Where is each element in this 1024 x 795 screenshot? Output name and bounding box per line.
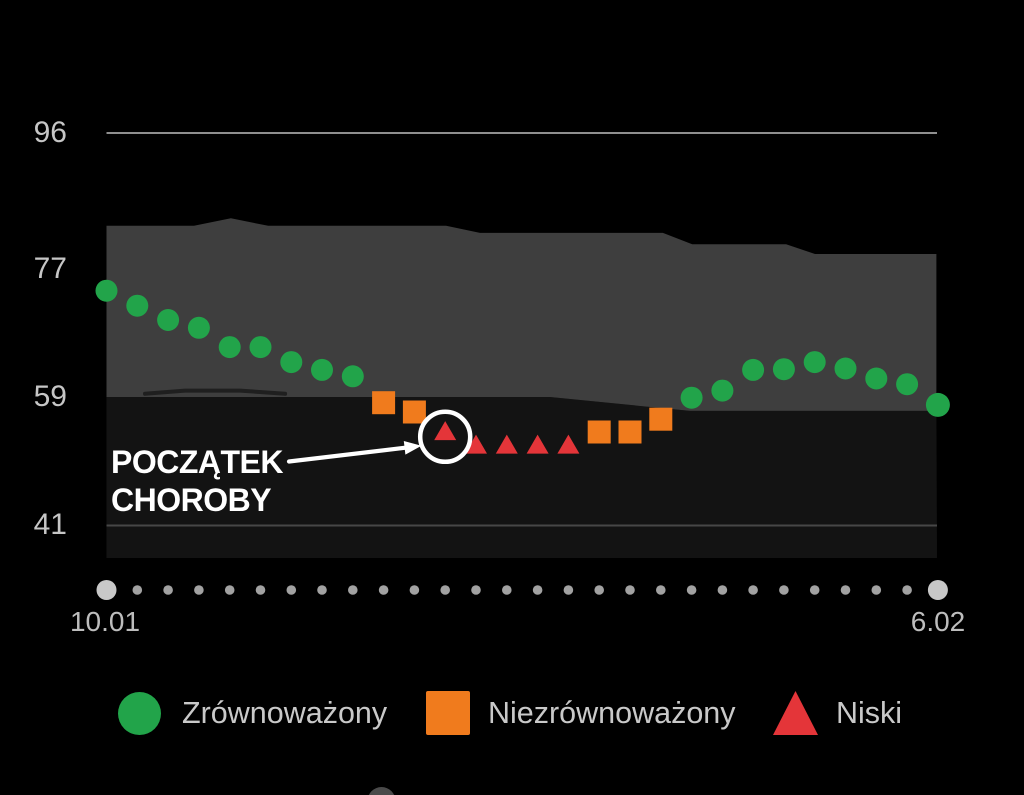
marker-low-day15 <box>557 434 580 454</box>
marker-balanced-day26 <box>896 373 919 396</box>
marker-balanced-day21 <box>742 358 765 381</box>
plot-area-below-band <box>106 397 937 558</box>
y-tick-label-77: 77 <box>33 251 67 285</box>
marker-balanced-day8 <box>341 365 364 388</box>
annotation-arrowhead <box>403 441 422 455</box>
bottom-sheet-handle-arc <box>368 787 395 795</box>
x-axis-dot-8 <box>348 585 358 595</box>
x-axis-dot-7 <box>317 585 327 595</box>
x-axis-dot-24 <box>840 585 851 595</box>
marker-balanced-day27 <box>925 392 950 417</box>
x-axis-dot-12 <box>471 585 481 595</box>
marker-balanced-day0 <box>95 279 118 302</box>
marker-unbalanced-day18 <box>649 407 673 431</box>
annotation-line2: CHOROBY <box>111 481 272 518</box>
marker-balanced-day19 <box>680 386 703 409</box>
x-axis-dot-26 <box>902 585 912 595</box>
x-axis-dot-13 <box>502 585 512 595</box>
x-axis-dot-11 <box>440 585 451 595</box>
marker-unbalanced-day10 <box>402 400 426 424</box>
marker-balanced-day23 <box>803 351 826 374</box>
marker-balanced-day3 <box>187 316 210 339</box>
x-axis-dot-4 <box>224 585 235 595</box>
x-axis-dot-10 <box>409 585 420 595</box>
annotation-arrow-line <box>286 445 411 464</box>
x-axis-dot-14 <box>532 585 543 595</box>
marker-balanced-day1 <box>126 294 149 317</box>
x-axis-dot-9 <box>378 585 389 595</box>
annotation-line1: POCZĄTEK <box>111 444 284 480</box>
x-axis-dot-17 <box>625 585 635 595</box>
x-axis-dot-21 <box>748 585 758 595</box>
x-axis-dot-5 <box>255 585 266 595</box>
y-tick-label-59: 59 <box>33 380 67 414</box>
x-axis-dot-0 <box>96 580 117 600</box>
x-axis-dot-2 <box>163 585 173 595</box>
x-axis-dot-23 <box>809 585 820 595</box>
annotation-text: POCZĄTEK CHOROBY <box>111 444 284 519</box>
x-axis-dot-25 <box>871 585 882 595</box>
marker-balanced-day24 <box>834 357 857 380</box>
marker-balanced-day7 <box>311 358 333 381</box>
x-axis-label-start: 10.01 <box>69 606 141 637</box>
band-lower-bound-streak <box>143 388 288 396</box>
balanced-range-band <box>106 218 937 411</box>
x-axis-dot-20 <box>717 585 728 595</box>
marker-balanced-day6 <box>280 351 303 374</box>
x-axis-label-end: 6.02 <box>910 606 966 637</box>
marker-low-day12 <box>465 434 487 454</box>
x-axis-dot-6 <box>286 585 297 595</box>
x-axis-dot-27 <box>927 580 948 600</box>
marker-balanced-day5 <box>249 336 272 359</box>
marker-unbalanced-day16 <box>587 420 611 444</box>
marker-balanced-day4 <box>218 336 241 359</box>
annotation-circle <box>417 409 473 465</box>
y-tick-label-96: 96 <box>33 116 67 149</box>
x-axis-dot-15 <box>563 585 574 595</box>
x-axis-dot-16 <box>594 585 604 595</box>
x-axis-dot-22 <box>779 585 789 595</box>
x-axis-dot-19 <box>686 585 697 595</box>
marker-low-day14 <box>526 434 549 454</box>
y-tick-label-41: 41 <box>33 508 67 542</box>
marker-low-day11 <box>434 421 457 441</box>
marker-balanced-day25 <box>865 367 888 390</box>
marker-low-day13 <box>495 434 518 454</box>
marker-balanced-day22 <box>772 358 795 381</box>
marker-unbalanced-day9 <box>372 391 396 415</box>
x-axis-dot-3 <box>194 585 204 595</box>
x-axis-dot-18 <box>656 585 666 595</box>
marker-unbalanced-day17 <box>618 420 642 444</box>
x-axis-dot-1 <box>132 585 143 595</box>
marker-balanced-day2 <box>157 309 180 331</box>
marker-balanced-day20 <box>711 379 734 402</box>
